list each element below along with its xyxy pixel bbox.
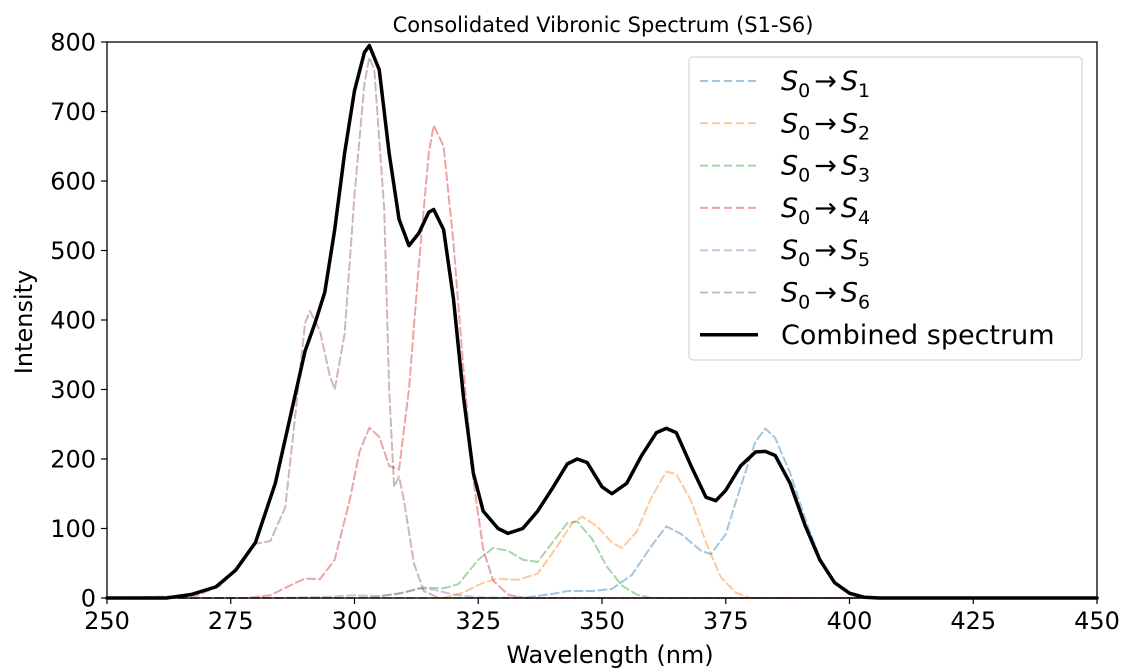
y-tick-label: 800 bbox=[50, 29, 96, 57]
legend-label-5: S0 → S5 bbox=[781, 235, 870, 271]
x-axis-ticks: 250 275 300 325 350 375 400 425 450 bbox=[84, 598, 1120, 635]
legend-label-2: S0 → S2 bbox=[781, 108, 870, 144]
y-tick-label: 500 bbox=[50, 237, 96, 265]
y-tick-label: 0 bbox=[81, 585, 96, 613]
legend-label-7: Combined spectrum bbox=[781, 320, 1055, 351]
series-line-2 bbox=[106, 470, 1098, 599]
y-axis-label: Intensity bbox=[10, 270, 38, 374]
x-tick-label: 350 bbox=[579, 607, 625, 635]
series-line-7 bbox=[105, 43, 1099, 600]
x-tick-label: 400 bbox=[827, 607, 873, 635]
x-tick-label: 425 bbox=[950, 607, 996, 635]
legend-label-3: S0 → S3 bbox=[781, 151, 870, 187]
legend-label-4: S0 → S4 bbox=[781, 193, 870, 229]
x-tick-label: 325 bbox=[455, 607, 501, 635]
y-tick-label: 200 bbox=[50, 446, 96, 474]
legend-box bbox=[688, 56, 1083, 361]
y-axis-ticks: 0 100 200 300 400 500 600 700 800 bbox=[50, 29, 107, 613]
x-tick-label: 250 bbox=[84, 607, 130, 635]
chart-title: Consolidated Vibronic Spectrum (S1-S6) bbox=[393, 13, 814, 37]
y-tick-label: 100 bbox=[50, 515, 96, 543]
y-tick-label: 300 bbox=[50, 376, 96, 404]
x-tick-label: 375 bbox=[703, 607, 749, 635]
legend-label-6: S0 → S6 bbox=[781, 278, 870, 314]
x-tick-label: 300 bbox=[332, 607, 378, 635]
series-line-1 bbox=[106, 427, 1098, 599]
series-line-3 bbox=[106, 520, 1098, 599]
legend: S0 → S1 S0 → S2 S0 → S3 S0 → S4 S0 → S5 S0 → S6 Combined s… bbox=[688, 56, 1083, 361]
series-line-6 bbox=[106, 56, 1098, 599]
y-tick-label: 400 bbox=[50, 307, 96, 335]
y-tick-label: 600 bbox=[50, 168, 96, 196]
legend-label-1: S0 → S1 bbox=[781, 66, 870, 102]
x-tick-label: 450 bbox=[1074, 607, 1120, 635]
y-tick-label: 700 bbox=[50, 98, 96, 126]
x-tick-label: 275 bbox=[208, 607, 254, 635]
x-axis-label: Wavelength (nm) bbox=[506, 641, 713, 669]
series-line-4 bbox=[106, 124, 1098, 599]
